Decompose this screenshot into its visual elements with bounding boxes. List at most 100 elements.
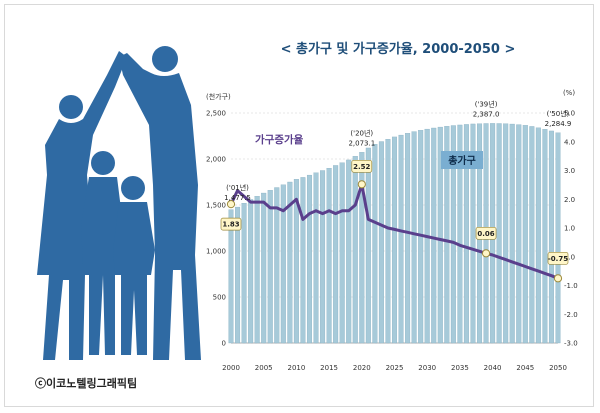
bar bbox=[529, 126, 535, 344]
credit-text: ⓒ이코노텔링그래픽팀 bbox=[35, 377, 138, 390]
y-left-tick-label: 1,500 bbox=[206, 202, 226, 210]
bar bbox=[280, 184, 286, 344]
y-right-tick-label: 5.0 bbox=[564, 110, 575, 118]
bar bbox=[463, 124, 469, 344]
line-series bbox=[229, 182, 559, 280]
x-tick-label: 2050 bbox=[549, 364, 567, 372]
bar bbox=[496, 123, 502, 344]
x-tick-label: 2040 bbox=[484, 364, 502, 372]
bar bbox=[359, 152, 365, 344]
point-label-box bbox=[351, 159, 373, 173]
bar bbox=[457, 124, 463, 344]
line-marker bbox=[481, 249, 491, 258]
annotation-value: 1,477.5 bbox=[224, 194, 251, 202]
annotation-year: ('01년) bbox=[226, 183, 249, 192]
y-right-tick-label: 2.0 bbox=[564, 196, 575, 204]
y-left-unit: (천가구) bbox=[206, 92, 231, 101]
bar bbox=[228, 209, 234, 344]
annotation-value: 2,284.9 bbox=[545, 120, 572, 128]
bar bbox=[555, 132, 561, 344]
y-right-tick-label: 3.0 bbox=[564, 167, 575, 175]
bar bbox=[300, 177, 306, 344]
bar bbox=[352, 156, 358, 344]
bar bbox=[437, 126, 443, 344]
bar-series bbox=[228, 123, 561, 344]
y-right-tick-label: 1.0 bbox=[564, 225, 575, 233]
y-right-unit: (%) bbox=[563, 89, 575, 97]
bar bbox=[516, 124, 522, 344]
point-label-box bbox=[220, 217, 242, 231]
y-right-tick-label: 0.0 bbox=[564, 253, 575, 261]
bar bbox=[542, 129, 548, 344]
point-label: 0.06 bbox=[477, 230, 494, 238]
bar bbox=[535, 127, 541, 344]
x-tick-label: 2030 bbox=[418, 364, 436, 372]
y-right-ticks: 5.0 4.0 3.0 2.0 1.0 0.0 -1.0 -2.0 -3.0 bbox=[564, 110, 578, 348]
bar-series-label-box bbox=[441, 151, 483, 169]
y-left-tick-label: 0 bbox=[222, 340, 226, 348]
point-label-box bbox=[475, 226, 497, 240]
growth-rate-line bbox=[229, 182, 559, 280]
bar bbox=[346, 159, 352, 344]
y-left-tick-label: 500 bbox=[213, 294, 226, 302]
bar bbox=[450, 125, 456, 344]
x-ticks: 2000 2005 2010 2015 2020 2025 2030 2035 2040 2045… bbox=[222, 364, 567, 372]
line-marker bbox=[357, 180, 366, 189]
bar bbox=[274, 187, 280, 344]
bar bbox=[470, 123, 476, 344]
point-label: -0.75 bbox=[548, 255, 568, 263]
bar bbox=[306, 174, 312, 344]
bar bbox=[235, 206, 241, 344]
line-marker bbox=[226, 200, 236, 209]
line-series-label: 가구증가율 bbox=[255, 133, 304, 146]
graphic-frame: ⓒ이코노텔링그래픽팀 bbox=[4, 4, 594, 407]
x-tick-label: 2000 bbox=[222, 364, 240, 372]
bar bbox=[313, 172, 319, 344]
y-right-tick-label: -3.0 bbox=[564, 340, 578, 348]
bar bbox=[378, 141, 384, 344]
bar bbox=[320, 170, 326, 344]
bar bbox=[254, 196, 260, 344]
bar bbox=[339, 162, 345, 344]
x-tick-label: 2045 bbox=[516, 364, 534, 372]
bar bbox=[391, 136, 398, 344]
bar bbox=[241, 203, 247, 344]
bar bbox=[548, 130, 554, 344]
y-right-tick-label: -2.0 bbox=[564, 311, 578, 319]
annotations: 1.83 2.52 0.06 -0.75 ('01년) 1,477.5 ('20년) 2,07… bbox=[220, 99, 572, 283]
bar bbox=[522, 125, 528, 344]
bar bbox=[503, 123, 509, 344]
x-tick-label: 2020 bbox=[353, 364, 371, 372]
x-tick-label: 2025 bbox=[386, 364, 404, 372]
bar bbox=[293, 179, 299, 344]
family-silhouette-illustration bbox=[37, 46, 201, 360]
x-tick-label: 2010 bbox=[287, 364, 305, 372]
annotation-value: 2,073.1 bbox=[348, 139, 375, 147]
point-label-box bbox=[547, 251, 569, 265]
point-label: 2.52 bbox=[353, 163, 370, 171]
chart-title: < 총가구 및 가구증가율, 2000-2050 > bbox=[281, 41, 516, 57]
annotation-year: ('39년) bbox=[475, 99, 498, 108]
point-label: 1.83 bbox=[222, 221, 239, 229]
bar bbox=[405, 133, 411, 344]
bar bbox=[398, 134, 404, 344]
y-left-tick-label: 2,000 bbox=[206, 156, 226, 164]
x-tick-label: 2015 bbox=[320, 364, 338, 372]
bar bbox=[287, 181, 293, 344]
x-tick-label: 2005 bbox=[255, 364, 273, 372]
annotation-year: ('50년) bbox=[547, 109, 570, 118]
bar bbox=[248, 199, 254, 344]
y-right-tick-label: -1.0 bbox=[564, 282, 578, 290]
bar bbox=[431, 127, 437, 344]
annotation-year: ('20년) bbox=[350, 128, 373, 137]
bar-series-label: 총가구 bbox=[448, 154, 476, 167]
y-left-tick-label: 2,500 bbox=[206, 110, 226, 118]
bar bbox=[365, 147, 371, 344]
bar bbox=[509, 123, 515, 344]
y-right-tick-label: 4.0 bbox=[564, 138, 575, 146]
bar bbox=[267, 190, 273, 344]
bar bbox=[333, 165, 339, 344]
bar bbox=[372, 144, 378, 344]
